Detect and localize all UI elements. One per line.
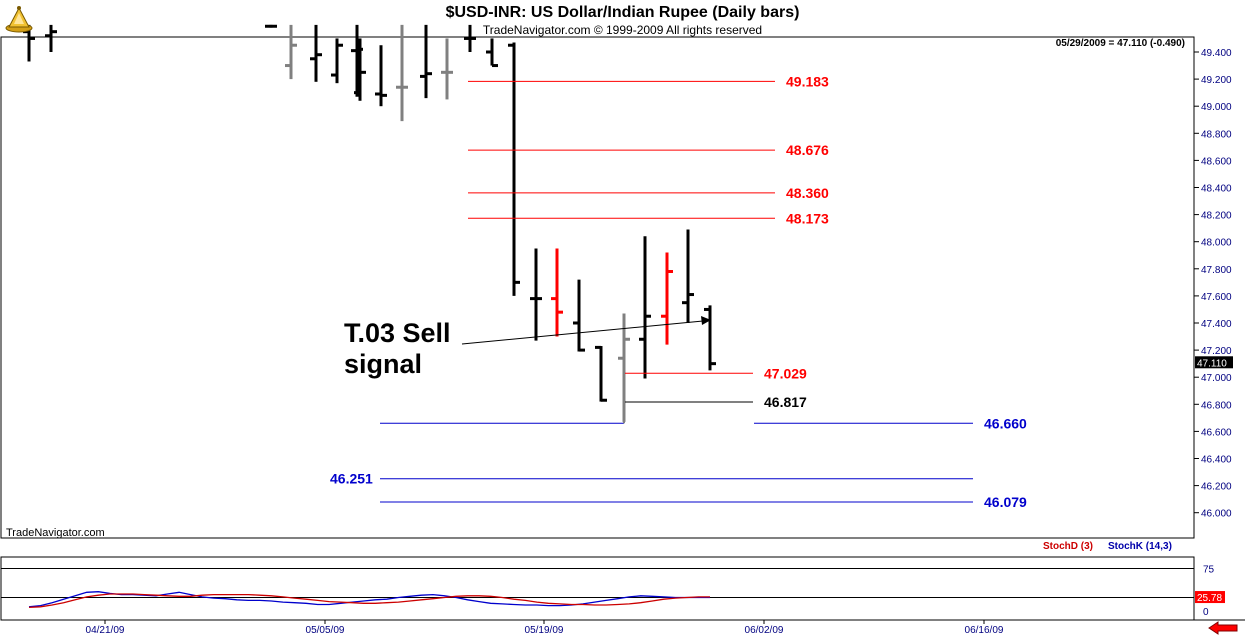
legend-stochd[interactable]: StochD (3) [1043,541,1093,552]
price-bar [45,24,57,52]
price-tick-label: 48.000 [1201,238,1232,249]
level-label: 47.029 [764,365,807,381]
chart-title: $USD-INR: US Dollar/Indian Rupee (Daily … [445,4,800,21]
price-bar [704,305,716,371]
legend-stochk[interactable]: StochK (14,3) [1108,541,1172,552]
sell-signal-line2: signal [344,349,423,379]
price-tick-label: 46.600 [1201,427,1232,438]
level-label: 48.676 [786,142,829,158]
price-tick-label: 49.000 [1201,102,1232,113]
price-bar [441,38,453,100]
price-tick-label: 49.200 [1201,75,1232,86]
date-tick-label: 05/05/09 [306,625,345,636]
level-label: 46.817 [764,394,807,410]
last-quote-readout: 05/29/2009 = 47.110 (-0.490) [1055,38,1185,49]
stoch-tick-label: 0 [1203,607,1209,618]
signal-arrow-line [461,320,704,345]
level-label: 46.079 [984,494,1027,510]
price-tick-label: 46.400 [1201,455,1232,466]
price-tick-label: 46.200 [1201,482,1232,493]
price-panel-frame [0,36,1195,539]
price-bar [573,279,585,352]
last-price-label: 47.110 [1197,358,1227,369]
date-tick-label: 05/19/09 [525,625,564,636]
level-label: 49.183 [786,73,829,89]
price-bar [508,42,520,296]
signal-arrow-head [701,316,711,325]
price-tick-label: 46.000 [1201,509,1232,520]
price-tick-label: 48.800 [1201,129,1232,140]
price-bar [682,229,694,323]
price-tick-label: 48.600 [1201,156,1232,167]
price-bar [285,24,297,80]
stochd-line [28,593,710,609]
price-bar [661,252,673,345]
price-bar [354,38,366,101]
price-bar [331,38,343,84]
price-tick-label: 47.600 [1201,292,1232,303]
price-tick-label: 47.200 [1201,346,1232,357]
price-tick-label: 47.400 [1201,319,1232,330]
trade-navigator-logo [4,4,34,34]
price-bar [486,38,498,68]
date-tick-label: 06/16/09 [965,625,1004,636]
sell-signal-annotation: T.03 Sell signal [344,318,451,380]
price-tick-label: 48.200 [1201,211,1232,222]
price-bar [310,24,322,82]
price-bar [639,236,651,379]
level-label: 46.660 [984,415,1027,431]
date-tick-label: 06/02/09 [745,625,784,636]
price-bar [265,24,277,28]
date-tick-label: 04/21/09 [86,625,125,636]
price-bar [375,45,387,107]
stoch-panel-frame [0,556,1195,621]
price-bar [551,248,563,337]
stoch-last-label: 25.78 [1197,593,1222,604]
chart-subtitle: TradeNavigator.com © 1999-2009 All right… [482,23,763,37]
price-tick-label: 47.000 [1201,373,1232,384]
level-label: 48.173 [786,210,829,226]
price-tick-label: 46.800 [1201,400,1232,411]
watermark: TradeNavigator.com [6,527,105,539]
last-price-tag [1195,356,1233,369]
price-bar [464,24,476,52]
price-tick-label: 49.400 [1201,48,1232,59]
price-bar [595,345,607,402]
price-bar [420,24,432,99]
price-bar [396,24,408,122]
level-label: 46.251 [330,471,373,487]
stoch-tick-label: 75 [1203,565,1215,576]
price-tick-label: 48.400 [1201,184,1232,195]
price-tick-label: 47.800 [1201,265,1232,276]
level-label: 48.360 [786,185,829,201]
stoch-last-tag [1195,591,1225,604]
price-bar [530,248,542,341]
sell-signal-line1: T.03 Sell [344,318,451,348]
scroll-left-arrow-icon[interactable] [1208,621,1238,635]
